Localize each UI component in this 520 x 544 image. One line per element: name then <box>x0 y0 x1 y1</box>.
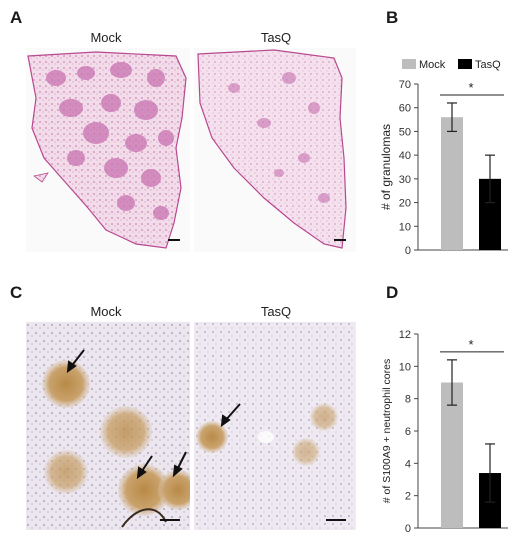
panel-letter-c: C <box>10 283 23 302</box>
significance-marker: * <box>468 337 473 352</box>
y-tick-label: 60 <box>399 103 411 115</box>
y-tick-label: 20 <box>399 198 411 210</box>
y-tick-label: 8 <box>405 394 411 406</box>
panel-a-tasq-label: TasQ <box>260 30 292 45</box>
micrograph-ihc-mock <box>26 322 190 530</box>
legend-swatch-tasq <box>458 59 472 69</box>
bar-mock <box>441 382 463 528</box>
ihc-mock-tissue <box>26 322 190 530</box>
bar-mock <box>441 117 463 250</box>
panel-letter-b: B <box>386 8 399 27</box>
significance-marker: * <box>468 80 473 95</box>
chart-d-neutrophil-cores: 0 2 4 6 8 10 12 # of S100A9 + neutrophil cores * <box>381 329 508 535</box>
y-tick-label: 40 <box>399 150 411 162</box>
y-tick-label: 70 <box>399 79 411 91</box>
y-tick-label: 2 <box>405 491 411 503</box>
y-tick-label: 50 <box>399 126 411 138</box>
y-tick-label: 0 <box>405 245 411 257</box>
chart-b-granulomas: 0 10 20 30 40 50 60 70 # of granulomas * Mock TasQ <box>380 59 508 257</box>
panel-letter-d: D <box>386 283 399 302</box>
y-tick-label: 0 <box>405 523 411 535</box>
ihc-tasq-tissue <box>194 322 356 530</box>
y-axis-label: # of granulomas <box>380 124 393 210</box>
he-mock-tissue <box>27 51 187 249</box>
panel-c-tasq-label: TasQ <box>260 304 292 319</box>
bar-tasq <box>479 178 501 250</box>
panel-a-mock-label: Mock <box>90 30 122 45</box>
y-tick-label: 30 <box>399 174 411 186</box>
panel-letter-a: A <box>10 8 23 27</box>
y-tick-label: 4 <box>405 458 411 470</box>
panel-c-mock-label: Mock <box>90 304 122 319</box>
legend-swatch-mock <box>402 59 416 69</box>
y-axis-label: # of S100A9 + neutrophil cores <box>381 359 393 503</box>
legend-label-mock: Mock <box>419 59 446 71</box>
micrograph-he-tasq <box>194 48 356 252</box>
y-tick-label: 6 <box>405 426 411 438</box>
y-tick-label: 10 <box>399 221 411 233</box>
y-tick-label: 12 <box>399 329 411 341</box>
y-tick-label: 10 <box>399 361 411 373</box>
legend-label-tasq: TasQ <box>475 59 501 71</box>
he-tasq-tissue <box>197 49 347 249</box>
micrograph-he-mock <box>26 48 190 252</box>
micrograph-ihc-tasq <box>194 322 356 530</box>
